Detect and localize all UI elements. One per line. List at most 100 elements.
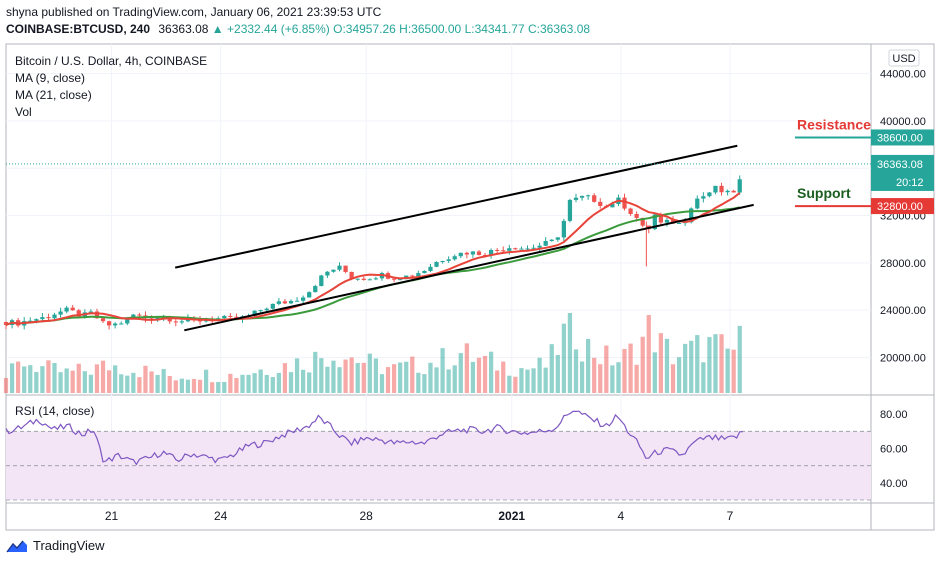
candle-body (446, 259, 451, 261)
volume-bar (452, 365, 457, 393)
candle-body (355, 278, 360, 280)
volume-bar (222, 381, 227, 393)
volume-bar (228, 373, 233, 393)
candle-body (501, 250, 506, 252)
volume-bar (337, 367, 342, 393)
time-tick-label: 2021 (498, 509, 525, 523)
candle-body (264, 308, 269, 311)
volume-layer (3, 313, 742, 393)
candle-body (106, 321, 112, 326)
volume-bar (210, 382, 215, 393)
candle-body (434, 262, 439, 267)
volume-bar (125, 375, 130, 393)
volume-bar (106, 370, 112, 393)
volume-bar (131, 372, 136, 393)
candle-body (258, 310, 263, 312)
support-label: Support (797, 185, 851, 201)
volume-bar (561, 323, 566, 393)
volume-bar (88, 374, 94, 393)
time-tick-label: 28 (360, 509, 374, 523)
volume-bar (422, 374, 427, 393)
volume-bar (719, 334, 724, 393)
candle-body (519, 248, 524, 250)
candle-body (707, 192, 712, 197)
time-tick-label: 7 (727, 509, 734, 523)
candle-body (579, 195, 585, 198)
volume-bar (428, 362, 433, 393)
rsi-tick-label: 60.00 (880, 444, 908, 456)
candle-body (361, 278, 366, 280)
volume-bar (64, 368, 69, 393)
candle-body (652, 214, 657, 230)
candle-body (488, 249, 494, 256)
candle-body (464, 252, 469, 255)
volume-bar (270, 377, 275, 393)
open-value: O:34957.26 (333, 22, 396, 36)
candle-body (398, 279, 403, 281)
candle-body (573, 197, 579, 200)
candle-body (440, 260, 445, 263)
volume-bar (288, 372, 294, 393)
time-tick-label: 21 (105, 509, 119, 523)
volume-bar (179, 378, 184, 393)
volume-bar (252, 373, 257, 393)
candles-layer (3, 175, 742, 330)
candle-body (113, 323, 118, 326)
candle-body (470, 251, 476, 255)
candle-body (94, 311, 100, 319)
volume-bar (343, 359, 348, 393)
candle-body (173, 321, 178, 323)
volume-bar (737, 325, 742, 393)
volume-bar (434, 367, 439, 393)
volume-bar (161, 369, 166, 393)
high-value: H:36500.00 (399, 22, 462, 36)
candle-body (592, 195, 597, 202)
candle-body (325, 271, 330, 276)
footer-brand[interactable]: TradingView (6, 538, 105, 553)
candle-body (428, 266, 433, 271)
candle-body (52, 314, 57, 319)
candle-body (70, 307, 75, 311)
candle-body (495, 249, 500, 251)
volume-bar (616, 362, 621, 393)
volume-bar (470, 361, 476, 393)
volume-bar (82, 371, 87, 393)
volume-bar (476, 357, 482, 393)
volume-bar (3, 378, 9, 393)
volume-bar (191, 378, 197, 393)
volume-bar (373, 358, 379, 393)
candle-body (701, 196, 706, 199)
candle-body (313, 286, 318, 293)
volume-bar (482, 355, 488, 393)
candle-body (88, 311, 94, 313)
candle-body (373, 278, 379, 280)
volume-bar (391, 364, 397, 393)
candle-body (525, 248, 530, 250)
ohlc-bar: COINBASE:BTCUSD, 240 36363.08 ▲ +2332.44… (6, 22, 590, 36)
last-price-label: 36363.08 (877, 159, 923, 171)
candle-body (119, 323, 124, 325)
volume-bar (119, 374, 124, 393)
volume-bar (282, 363, 288, 393)
volume-bar (28, 365, 33, 393)
volume-bar (573, 349, 579, 393)
candle-body (410, 275, 415, 277)
change-arrow-icon: ▲ (211, 22, 224, 36)
volume-bar (604, 345, 609, 393)
candle-body (337, 265, 342, 270)
volume-bar (46, 360, 51, 393)
volume-bar (628, 343, 633, 393)
price-tick-label: 28000.00 (880, 258, 926, 270)
candle-body (343, 265, 348, 272)
volume-bar (549, 344, 554, 393)
volume-bar (543, 367, 548, 393)
candle-body (610, 204, 615, 208)
ma21-legend: MA (21, close) (15, 88, 92, 102)
candle-body (689, 208, 694, 223)
last-price: 36363.08 (158, 22, 209, 36)
volume-bar (307, 372, 312, 393)
publish-info: shyna published on TradingView.com, Janu… (6, 5, 382, 19)
candle-body (294, 300, 300, 302)
price-tick-label: 24000.00 (880, 305, 926, 317)
